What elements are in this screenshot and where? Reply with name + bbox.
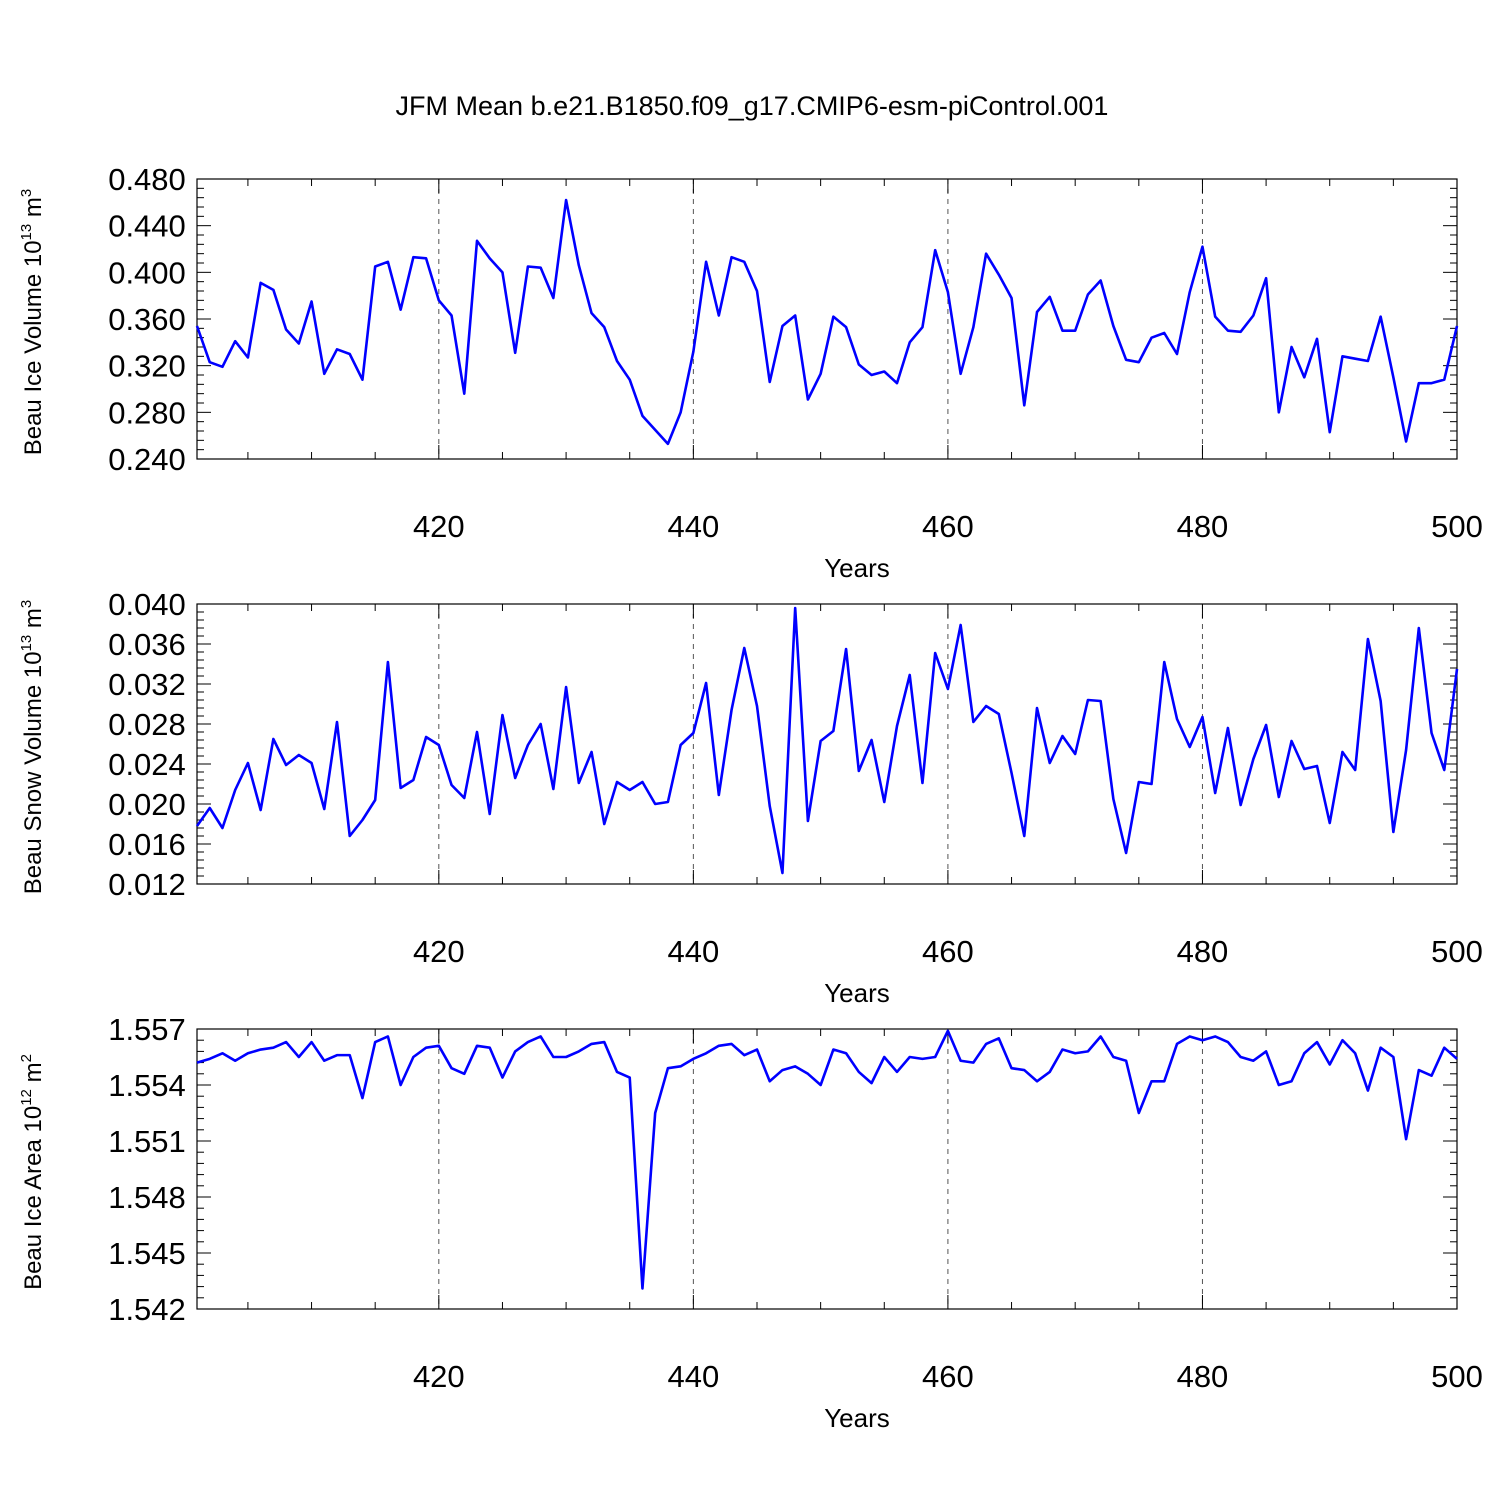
- series-line-snow-volume: [195, 606, 1459, 875]
- x-axis-label: Years: [824, 1403, 890, 1433]
- x-axis-label: Years: [824, 553, 890, 583]
- figure-title: JFM Mean b.e21.B1850.f09_g17.CMIP6-esm-p…: [396, 91, 1109, 121]
- y-axis-label-unit: m: [20, 608, 47, 635]
- y-axis-label-base: Beau Ice Volume 10: [20, 240, 47, 455]
- y-axis-label-exp2: 3: [18, 189, 35, 197]
- x-tick-label: 460: [922, 509, 974, 544]
- y-tick-label: 0.480: [108, 162, 186, 197]
- y-tick-label: 0.320: [108, 349, 186, 384]
- x-tick-label: 420: [413, 1359, 465, 1394]
- y-axis-label-unit: m: [20, 1062, 47, 1089]
- y-axis-label-exp1: 13: [18, 635, 35, 652]
- x-tick-label: 440: [667, 934, 719, 969]
- y-axis-label-exp2: 2: [18, 1054, 35, 1062]
- x-tick-label: 460: [922, 934, 974, 969]
- x-tick-label: 500: [1431, 1359, 1483, 1394]
- series-line-ice-area: [196, 1029, 1458, 1290]
- y-tick-label: 1.545: [108, 1236, 186, 1271]
- y-axis-label-base: Beau Snow Volume 10: [20, 651, 47, 894]
- panel-ice-volume: 420 440 460 480 500 0.240 0.280 0.320 0.360 0.400…: [18, 162, 1483, 583]
- y-tick-label: 0.020: [108, 787, 186, 822]
- x-axis-label: Years: [824, 978, 890, 1008]
- y-axis-label-exp1: 12: [18, 1089, 35, 1106]
- plot-frame: [196, 1028, 1458, 1310]
- y-tick-label: 0.012: [108, 867, 186, 902]
- y-tick-label: 1.557: [108, 1012, 186, 1047]
- y-axis-label-exp1: 13: [18, 224, 35, 241]
- y-axis-label: Beau Ice Volume 1013 m3: [18, 189, 47, 456]
- x-tick-label: 440: [667, 1359, 719, 1394]
- x-tick-label: 480: [1177, 934, 1229, 969]
- y-tick-label: 0.360: [108, 302, 186, 337]
- y-axis-label: Beau Ice Area 1012 m2: [18, 1054, 47, 1290]
- y-tick-label: 0.280: [108, 395, 186, 430]
- x-tick-label: 480: [1177, 509, 1229, 544]
- y-tick-label: 1.554: [108, 1068, 186, 1103]
- x-tick-label: 440: [667, 509, 719, 544]
- y-tick-label: 1.542: [108, 1292, 186, 1327]
- y-axis-label: Beau Snow Volume 1013 m3: [18, 600, 47, 895]
- y-tick-label: 0.016: [108, 827, 186, 862]
- y-tick-label: 0.240: [108, 442, 186, 477]
- x-tick-label: 500: [1431, 934, 1483, 969]
- y-tick-label: 0.032: [108, 667, 186, 702]
- y-tick-label: 1.548: [108, 1180, 186, 1215]
- y-axis-label-unit: m: [20, 197, 47, 224]
- y-tick-label: 0.400: [108, 255, 186, 290]
- y-axis-label-base: Beau Ice Area 10: [20, 1106, 47, 1290]
- y-tick-label: 1.551: [108, 1124, 186, 1159]
- plot-frame: [196, 603, 1458, 885]
- panel-ice-area: 420 440 460 480 500 1.542 1.545 1.548 1.551 1.554…: [18, 1012, 1483, 1433]
- y-axis-label-exp2: 3: [18, 600, 35, 608]
- x-tick-label: 480: [1177, 1359, 1229, 1394]
- plot-frame: [196, 178, 1458, 460]
- y-tick-label: 0.036: [108, 627, 186, 662]
- panel-snow-volume: 420 440 460 480 500 0.012 0.016 0.020 0.024 0.028…: [18, 587, 1483, 1008]
- y-tick-label: 0.024: [108, 747, 186, 782]
- x-tick-label: 460: [922, 1359, 974, 1394]
- x-tick-label: 420: [413, 509, 465, 544]
- x-tick-label: 500: [1431, 509, 1483, 544]
- series-line-ice-volume: [195, 198, 1459, 446]
- y-tick-label: 0.028: [108, 707, 186, 742]
- y-tick-label: 0.040: [108, 587, 186, 622]
- y-tick-label: 0.440: [108, 209, 186, 244]
- x-tick-label: 420: [413, 934, 465, 969]
